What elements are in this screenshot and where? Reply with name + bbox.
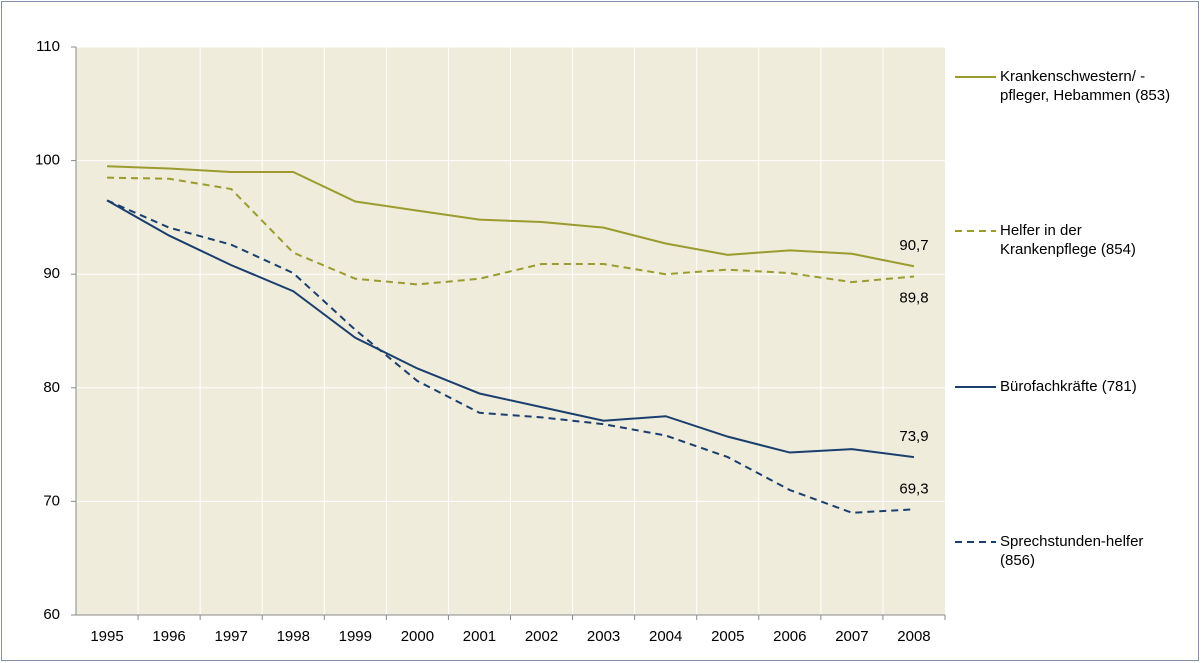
series-line <box>106 165 915 268</box>
y-tick-label: 90 <box>43 265 60 282</box>
x-tick-label: 1995 <box>90 628 123 645</box>
x-tick-label: 2007 <box>835 628 868 645</box>
x-tick-label: 2005 <box>711 628 744 645</box>
series-line <box>107 176 915 286</box>
legend-label: Krankenschwestern/ -pfleger, Hebammen (8… <box>1000 68 1171 104</box>
value-label: 90,7 <box>899 237 928 254</box>
x-tick-label: 2000 <box>401 628 434 645</box>
series-line <box>106 199 915 459</box>
series-line <box>106 199 915 514</box>
x-tick-label: 1998 <box>277 628 310 645</box>
y-tick-label: 60 <box>43 606 60 623</box>
x-tick-label: 2002 <box>525 628 558 645</box>
y-tick-label: 80 <box>43 379 60 396</box>
x-tick-label: 2001 <box>463 628 496 645</box>
value-label: 73,9 <box>899 428 928 445</box>
x-tick-label: 2003 <box>587 628 620 645</box>
value-label: 89,8 <box>899 289 928 306</box>
y-tick-label: 110 <box>36 38 60 55</box>
x-tick-label: 2006 <box>773 628 806 645</box>
value-label: 69,3 <box>899 480 928 497</box>
x-tick-label: 1999 <box>339 628 372 645</box>
y-tick-label: 100 <box>35 152 60 169</box>
y-tick-label: 70 <box>43 492 60 509</box>
legend-label: Bürofachkräfte (781) <box>1000 378 1137 395</box>
x-tick-label: 2004 <box>649 628 682 645</box>
x-tick-label: 2008 <box>897 628 930 645</box>
x-tick-label: 1997 <box>214 628 247 645</box>
x-tick-label: 1996 <box>152 628 185 645</box>
legend-label: Helfer in der Krankenpflege (854) <box>1000 222 1136 258</box>
legend-label: Sprechstunden-helfer (856) <box>1000 533 1144 569</box>
